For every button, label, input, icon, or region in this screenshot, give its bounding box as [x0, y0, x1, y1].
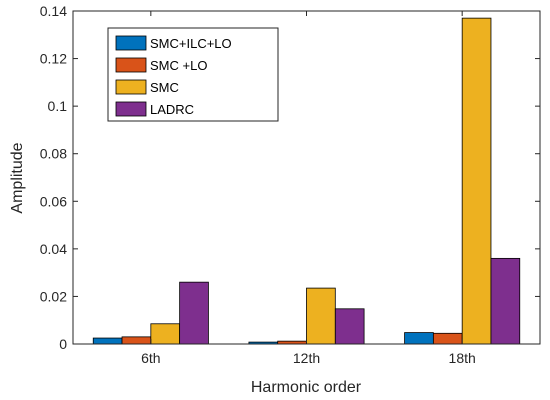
legend-label: SMC+ILC+LO	[150, 36, 232, 51]
x-axis: 6th 12th 18th	[141, 11, 476, 366]
bar-18th-ladrc	[490, 257, 521, 345]
legend-label: LADRC	[150, 102, 194, 117]
bar-18th-smc-lo	[432, 332, 463, 345]
legend-swatch	[115, 101, 147, 117]
y-tick-label: 0.04	[40, 241, 67, 257]
x-tick-label: 18th	[449, 350, 476, 366]
x-tick-label: 12th	[293, 350, 320, 366]
y-tick-label: 0.14	[40, 3, 67, 19]
y-tick-label: 0.02	[40, 288, 67, 304]
x-tick-label: 6th	[141, 350, 160, 366]
y-axis-title: Amplitude	[9, 142, 26, 213]
legend: SMC+ILC+LO SMC +LO SMC LADRC	[107, 27, 279, 122]
y-tick-label: 0.08	[40, 146, 67, 162]
y-tick-label: 0.06	[40, 193, 67, 209]
y-tick-label: 0	[59, 336, 67, 352]
bar-18th-smc	[461, 17, 492, 345]
legend-label: SMC	[150, 80, 179, 95]
legend-swatch	[115, 79, 147, 95]
bar-12th-ladrc	[334, 308, 365, 345]
y-tick-label: 0.12	[40, 51, 67, 67]
y-tick-label: 0.1	[48, 98, 68, 114]
legend-swatch	[115, 57, 147, 73]
bar-6th-ladrc	[179, 281, 209, 345]
x-axis-title: Harmonic order	[251, 379, 362, 396]
bar-6th-smc-ilc-lo	[92, 337, 123, 345]
y-axis: 0 0.02 0.04 0.06 0.08 0.1 0.12 0.14	[40, 3, 540, 352]
bar-6th-smc	[150, 323, 181, 345]
bar-18th-smc-ilc-lo	[404, 332, 434, 345]
bar-6th-smc-lo	[121, 336, 152, 345]
bar-12th-smc	[306, 287, 336, 345]
legend-swatch	[115, 35, 147, 51]
legend-label: SMC +LO	[150, 58, 207, 73]
